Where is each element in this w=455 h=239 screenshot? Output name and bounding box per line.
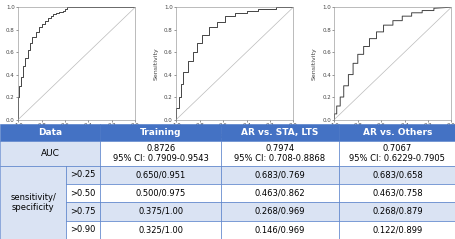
FancyBboxPatch shape — [66, 221, 100, 239]
Text: 0.650/0.951: 0.650/0.951 — [135, 170, 186, 179]
Text: AUC: AUC — [40, 149, 60, 158]
FancyBboxPatch shape — [338, 184, 455, 202]
Y-axis label: Sensitivity: Sensitivity — [311, 47, 316, 80]
Text: 0.268/0.969: 0.268/0.969 — [254, 207, 304, 216]
Text: 0.7067
95% CI: 0.6229-0.7905: 0.7067 95% CI: 0.6229-0.7905 — [349, 144, 445, 163]
Text: 0.375/1.00: 0.375/1.00 — [138, 207, 183, 216]
Text: AR vs. STA, LTS: AR vs. STA, LTS — [241, 128, 318, 137]
X-axis label: Specificity: Specificity — [61, 134, 93, 139]
Y-axis label: Sensitivity: Sensitivity — [153, 47, 158, 80]
FancyBboxPatch shape — [100, 202, 221, 221]
FancyBboxPatch shape — [100, 141, 221, 166]
FancyBboxPatch shape — [221, 166, 338, 184]
FancyBboxPatch shape — [0, 166, 66, 239]
Text: 0.122/0.899: 0.122/0.899 — [371, 225, 422, 234]
Text: 0.683/0.658: 0.683/0.658 — [371, 170, 422, 179]
Text: >0.50: >0.50 — [71, 189, 96, 198]
Text: 0.500/0.975: 0.500/0.975 — [135, 189, 186, 198]
Text: AR vs. Others: AR vs. Others — [362, 128, 431, 137]
FancyBboxPatch shape — [221, 184, 338, 202]
FancyBboxPatch shape — [66, 184, 100, 202]
FancyBboxPatch shape — [100, 184, 221, 202]
FancyBboxPatch shape — [100, 124, 221, 141]
FancyBboxPatch shape — [100, 221, 221, 239]
FancyBboxPatch shape — [66, 166, 100, 184]
Text: Data: Data — [38, 128, 62, 137]
Text: >0.90: >0.90 — [71, 225, 96, 234]
Text: 0.7974
95% CI: 0.708-0.8868: 0.7974 95% CI: 0.708-0.8868 — [234, 144, 325, 163]
Text: Training: Training — [140, 128, 181, 137]
Text: 0.463/0.758: 0.463/0.758 — [371, 189, 422, 198]
FancyBboxPatch shape — [221, 141, 338, 166]
FancyBboxPatch shape — [221, 221, 338, 239]
FancyBboxPatch shape — [338, 124, 455, 141]
Text: >0.75: >0.75 — [71, 207, 96, 216]
FancyBboxPatch shape — [100, 166, 221, 184]
FancyBboxPatch shape — [0, 141, 100, 166]
X-axis label: Specificity: Specificity — [218, 134, 250, 139]
FancyBboxPatch shape — [338, 202, 455, 221]
Text: 0.683/0.769: 0.683/0.769 — [254, 170, 305, 179]
FancyBboxPatch shape — [66, 202, 100, 221]
FancyBboxPatch shape — [0, 124, 100, 141]
Text: 0.268/0.879: 0.268/0.879 — [371, 207, 422, 216]
Text: 0.8726
95% CI: 0.7909-0.9543: 0.8726 95% CI: 0.7909-0.9543 — [112, 144, 208, 163]
FancyBboxPatch shape — [221, 202, 338, 221]
FancyBboxPatch shape — [338, 221, 455, 239]
Text: 0.325/1.00: 0.325/1.00 — [138, 225, 183, 234]
Text: 0.146/0.969: 0.146/0.969 — [254, 225, 304, 234]
Text: >0.25: >0.25 — [71, 170, 96, 179]
FancyBboxPatch shape — [338, 166, 455, 184]
X-axis label: Specificity: Specificity — [376, 134, 408, 139]
Text: sensitivity/
specificity: sensitivity/ specificity — [10, 193, 56, 212]
FancyBboxPatch shape — [338, 141, 455, 166]
Text: 0.463/0.862: 0.463/0.862 — [254, 189, 305, 198]
FancyBboxPatch shape — [221, 124, 338, 141]
